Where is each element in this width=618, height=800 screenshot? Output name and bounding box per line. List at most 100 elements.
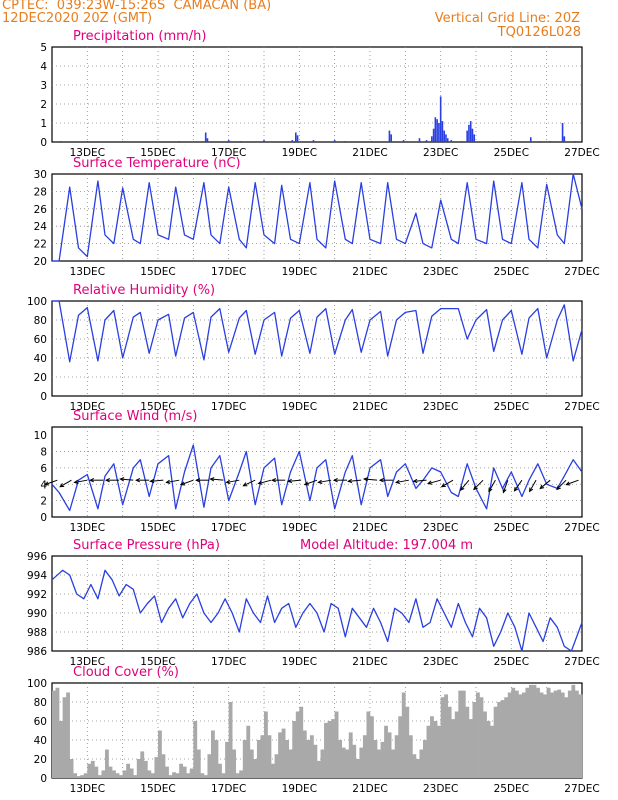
cloud-bar [249,749,254,778]
cloud-bar [514,690,519,778]
precip-bar [402,140,405,142]
panel-5: 986 988 990 992 994 996 13DEC 15DEC 17DEC 19DEC 21… [27,538,600,668]
panel-2: 20 22 24 26 28 30 13DEC 15DEC 17DEC 19DEC 21DEC 23D… [34,156,600,278]
precip-bar [443,130,445,142]
x-tick-label: 19DEC [282,522,317,534]
cloud-bar [348,732,353,778]
cloud-bar [486,721,491,778]
x-tick-label: 15DEC [140,522,175,534]
wind-arrow-head [502,488,507,494]
precip-bar [312,140,315,142]
precip-bar [538,141,541,142]
wind-arrow-head [488,487,493,493]
cloud-bar [324,722,328,778]
cloud-bar [288,749,293,778]
x-tick-label: 25DEC [494,522,529,534]
x-tick-label: 23DEC [423,522,458,534]
precip-bar [473,134,476,142]
panel-frame [51,300,583,397]
y-tick-label: 986 [27,646,47,658]
wind-arrow-head [165,479,171,484]
cloud-bar [331,719,335,778]
precip-bar [563,136,566,142]
y-tick-label: 990 [27,608,47,620]
cloud-bar [292,721,297,778]
y-tick-label: 60 [34,716,47,728]
cloud-bar [55,687,60,778]
cloud-bar [468,719,473,778]
wind-arrow [514,479,523,492]
cloud-bar [546,687,551,778]
x-tick-label: 15DEC [140,401,175,413]
x-tick-label: 17DEC [211,522,246,534]
wind-arrow-head [539,484,545,490]
precip-bar [529,137,532,142]
cloud-bar [309,735,314,778]
x-tick-label: 25DEC [494,401,529,413]
x-tick-label: 23DEC [423,783,458,795]
cloud-bar [281,728,286,778]
cloud-bar [423,740,427,778]
cloud-bar [256,740,261,778]
y-tick-label: 0 [40,391,47,403]
y-tick-label: 26 [34,204,48,216]
cloud-bar [550,692,555,778]
cloud-bar [295,711,300,778]
wind-arrow [539,479,551,489]
precip-bar [295,132,297,142]
y-tick-label: 2 [40,99,47,111]
wind-arrow [473,479,484,490]
cloud-bar [133,775,138,778]
cloud-bar [504,697,509,778]
x-tick-label: 21DEC [352,266,387,278]
precip-bar [561,123,564,142]
wind-arrow [226,479,240,483]
y-tick-label: 20 [34,256,47,268]
cloud-bar [518,694,523,778]
cloud-bar [574,690,579,778]
cloud-bar [373,740,378,778]
precip-bar [227,140,230,142]
wind-arrow-head [473,485,478,491]
cloud-bar [525,687,530,778]
precip-bar [333,140,336,142]
x-tick-label: 25DEC [494,266,529,278]
x-tick-label: 21DEC [352,783,387,795]
precip-bar [296,135,299,142]
x-tick-label: 27DEC [564,783,599,795]
wind-arrow-head [303,481,309,486]
x-tick-label: 19DEC [282,783,317,795]
wind-arrow-head [394,479,401,484]
cloud-bar [359,747,364,778]
x-tick-label: 25DEC [494,147,529,159]
y-tick-label: 2 [40,496,47,508]
cloud-bar [242,740,247,778]
cloud-bar [433,721,438,778]
cloud-bar [394,735,399,778]
cloud-bar [196,749,201,778]
wind-arrow-head [89,477,95,483]
panel-3: 0 20 40 60 80 100 13DEC 15DEC 17DEC 19DEC 21DEC 23D… [27,283,600,413]
y-tick-label: 6 [40,463,47,475]
precip-bar [436,119,438,142]
y-tick-label: 4 [40,479,47,491]
cloud-bar [232,749,237,778]
wind-arrow [210,478,224,481]
wind-arrow-head [556,485,561,491]
cloud-bar [497,702,502,778]
wind-arrow [529,479,537,492]
cloud-bar [200,773,205,778]
wind-arrow-head [59,483,65,488]
cloud-bar [451,719,456,778]
x-tick-label: 17DEC [211,401,246,413]
cloud-bar [352,744,357,778]
precip-bar [471,128,474,142]
wind-arrow-head [362,477,369,482]
x-tick-label: 27DEC [564,401,599,413]
panel-1: 0 1 2 3 4 5 13DEC 15DEC 17DEC 19DEC 21DEC 23DEC 25DE… [40,29,599,159]
x-tick-label: 27DEC [564,266,599,278]
cloud-bar [511,687,516,778]
cloud-bar [476,692,480,778]
cloud-bar [101,770,106,778]
cloud-bar [401,692,406,778]
